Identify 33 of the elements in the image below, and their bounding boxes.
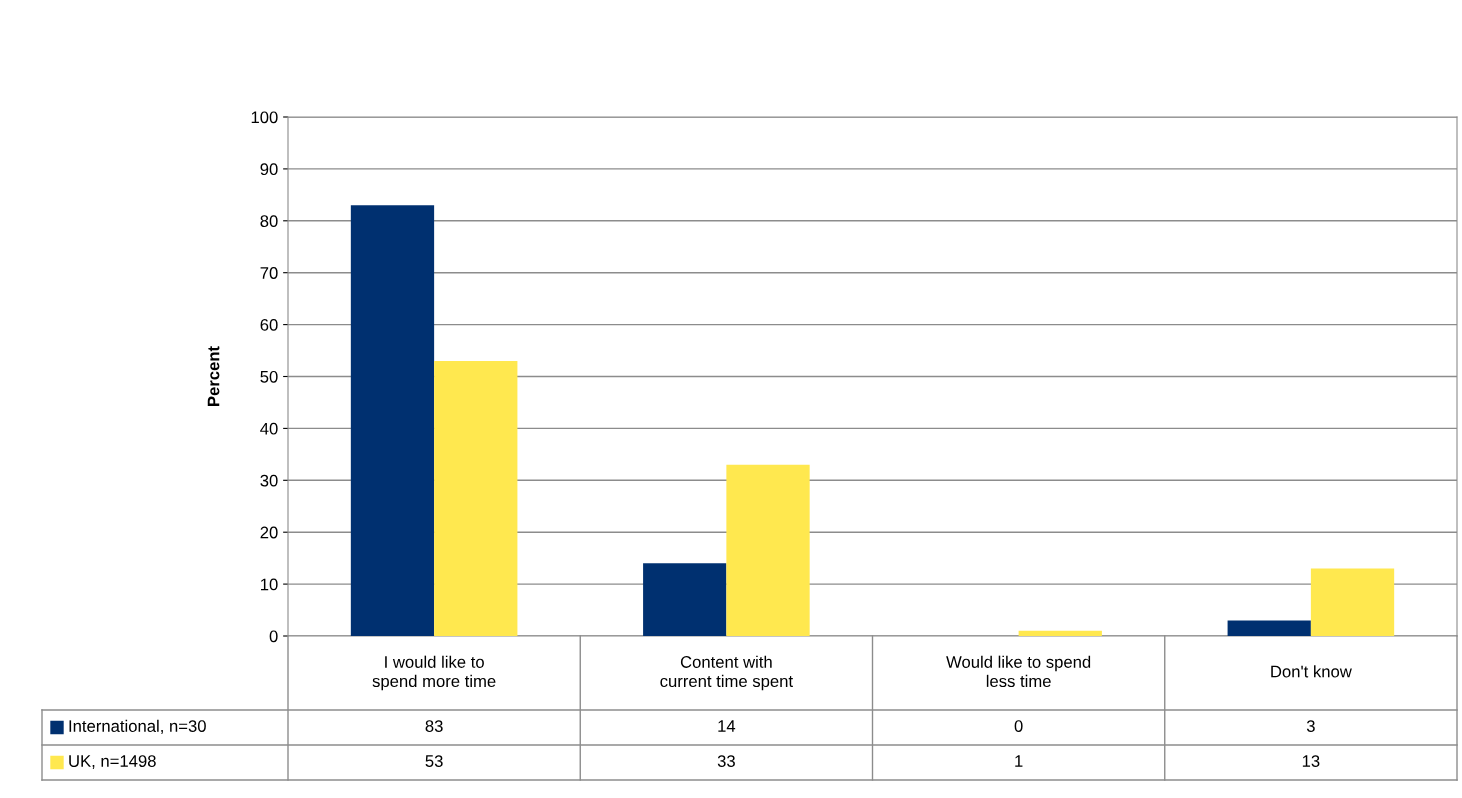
data-label: 53 [425,755,443,767]
x-tick-label: Would like to spend less time [946,655,1091,688]
bar [1227,620,1311,636]
y-tick-label: 90 [260,163,278,176]
data-label: 14 [718,720,736,732]
data-label: 0 [1014,720,1023,732]
y-tick-label: 10 [261,578,278,591]
data-label: 83 [425,720,443,732]
bar [1310,568,1395,636]
legend-label: UK, n=1498 [69,755,156,769]
bar [726,464,810,636]
y-tick-label: 80 [260,215,278,227]
y-axis-title: Percent [207,346,220,406]
legend-label: International, n=30 [69,719,206,734]
data-label: 33 [717,755,735,767]
x-tick-label: Don't know [1271,665,1352,678]
bar [350,205,435,636]
bar [643,563,727,636]
y-tick-label: 50 [260,370,278,383]
data-label: 1 [1015,755,1023,767]
bar [1018,630,1102,636]
y-tick-label: 0 [269,630,278,643]
data-label: 3 [1306,720,1315,732]
bar [434,360,518,636]
data-label: 13 [1302,755,1320,767]
y-tick-label: 40 [260,422,278,435]
x-tick-label: I would like to spend more time [372,655,496,691]
y-tick-label: 30 [260,474,278,487]
y-tick-label: 60 [260,319,278,331]
y-tick-label: 20 [260,526,278,539]
y-tick-label: 70 [260,267,278,279]
x-tick-label: Content with current time spent [660,655,793,691]
y-tick-label: 100 [251,111,278,124]
